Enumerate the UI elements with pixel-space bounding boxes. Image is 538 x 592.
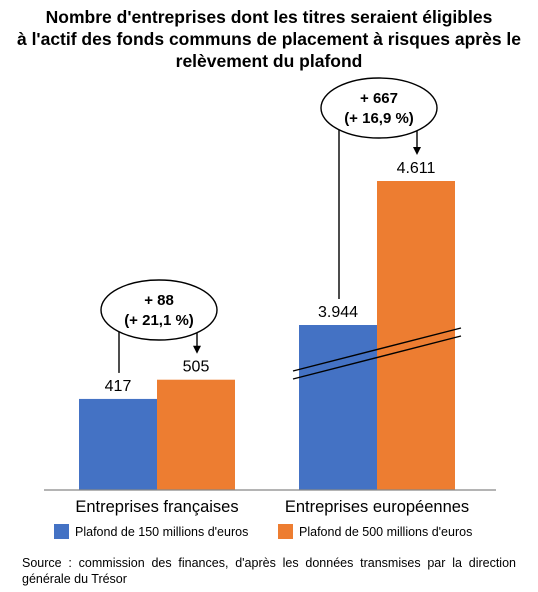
annotation-bubble	[320, 77, 438, 139]
chart-title: Nombre d'entreprises dont les titres ser…	[16, 7, 522, 71]
legend-swatch-orange	[278, 524, 293, 539]
legend-label: Plafond de 500 millions d'euros	[299, 524, 473, 539]
axis-break-line	[292, 327, 462, 372]
bar-orange-1	[377, 181, 455, 490]
annotation-delta: + 667	[360, 90, 398, 107]
bar-blue-0	[79, 398, 157, 490]
data-label: 505	[183, 359, 210, 376]
bar-orange-0	[157, 379, 235, 490]
annotation-percent: (+ 16,9 %)	[344, 110, 414, 127]
category-label: Entreprises européennes	[285, 498, 469, 516]
annotation-bubble	[100, 279, 218, 341]
legend-swatch-blue	[54, 524, 69, 539]
legend-item-500: Plafond de 500 millions d'euros	[278, 524, 472, 539]
source-note: Source : commission des finances, d'aprè…	[22, 556, 516, 586]
data-label: 3.944	[318, 304, 358, 321]
data-label: 417	[105, 378, 132, 395]
annotation-delta: + 88	[144, 292, 174, 309]
bar-chart: 417 505 + 88 (+ 21,1 %) 3.944 4.611 + 667 (+ 16…	[44, 77, 496, 516]
annotation-percent: (+ 21,1 %)	[124, 312, 194, 329]
arrow-head	[193, 345, 201, 354]
data-label: 4.611	[397, 160, 436, 177]
legend-item-150: Plafond de 150 millions d'euros	[54, 524, 248, 539]
legend-label: Plafond de 150 millions d'euros	[75, 524, 249, 539]
category-label: Entreprises françaises	[75, 498, 238, 516]
arrow-head	[413, 147, 421, 155]
bar-blue-1	[299, 325, 377, 490]
axis-break-line	[292, 335, 462, 380]
